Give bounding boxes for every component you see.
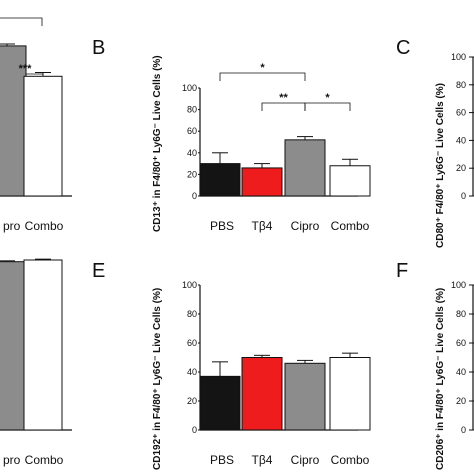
panel-letter-c: C (396, 37, 410, 59)
category-label-b-1: Tβ4 (252, 219, 273, 233)
ylabel-e: CD192⁺ in F4/80⁺ Ly6G⁻ Live Cells (%) (152, 288, 163, 470)
ytick-label-e-40: 40 (187, 367, 197, 377)
bar-b-pbs (199, 163, 241, 197)
panel-letter-f: F (396, 260, 408, 282)
significance-bracket-b-2 (304, 102, 351, 111)
ytick-label-b-40: 40 (187, 148, 197, 158)
ytick-label-c-partial-20: 20 (456, 163, 466, 173)
category-label-e-2: Cipro (291, 453, 320, 467)
ytick-label-b-20: 20 (187, 169, 197, 179)
panel-letter-b: B (92, 37, 105, 59)
ylabel-c: CD80⁺ F4/80⁺ Ly6G⁻ Live Cells (%) (435, 83, 446, 248)
bar-b-combo (329, 165, 371, 197)
ytick-label-b-80: 80 (187, 105, 197, 115)
ytick-label-f-partial-20: 20 (456, 396, 466, 406)
ylabel-f: CD206⁺ in F4/80⁺ Ly6G⁻ Live Cells (%) (435, 288, 446, 470)
significance-label-a-partial-0: *** (19, 63, 33, 75)
bar-d-partial-cipro (0, 261, 27, 431)
bar-b-cipro (284, 139, 326, 197)
bar-e-t4 (241, 357, 283, 431)
ytick-label-e-0: 0 (192, 425, 197, 435)
significance-bracket-b-1 (261, 102, 306, 111)
bar-d-partial-combo (23, 259, 63, 431)
category-label-e-1: Tβ4 (252, 453, 273, 467)
bar-e-pbs (199, 375, 241, 431)
ytick-label-f-partial-40: 40 (456, 367, 466, 377)
ytick-label-e-80: 80 (187, 309, 197, 319)
bars-layer (0, 43, 371, 431)
panel-letter-e: E (92, 260, 105, 282)
ytick-label-c-partial-80: 80 (456, 80, 466, 90)
bar-a-partial-cipro (0, 45, 27, 197)
axes-layer (0, 17, 474, 431)
ytick-label-c-partial-100: 100 (451, 52, 466, 62)
ytick-label-b-100: 100 (182, 83, 197, 93)
category-label-b-2: Cipro (291, 219, 320, 233)
category-label-a-partial-1: Combo (25, 219, 64, 233)
ytick-label-c-partial-60: 60 (456, 108, 466, 118)
significance-label-b-1: ** (279, 92, 288, 104)
significance-label-b-2: * (325, 92, 330, 104)
ytick-label-e-60: 60 (187, 338, 197, 348)
bar-e-cipro (284, 362, 326, 431)
ytick-label-f-partial-100: 100 (451, 280, 466, 290)
significance-label-b-0: * (260, 62, 265, 74)
ylabel-b: CD13⁺ in F4/80⁺ Ly6G⁻ Live Cells (%) (152, 55, 163, 232)
text-layer: B C E F CD13⁺ in F4/80⁺ Ly6G⁻ Live Cells… (3, 37, 466, 470)
category-label-d-partial-1: Combo (25, 453, 64, 467)
ytick-label-e-20: 20 (187, 396, 197, 406)
category-label-b-3: Combo (331, 219, 370, 233)
ytick-label-b-0: 0 (192, 191, 197, 201)
ytick-label-f-partial-80: 80 (456, 309, 466, 319)
ytick-label-c-partial-40: 40 (456, 135, 466, 145)
significance-bracket-a-top (0, 17, 43, 26)
significance-bracket-b-0 (219, 72, 306, 81)
bar-b-t4 (241, 167, 283, 197)
ytick-label-c-partial-0: 0 (461, 191, 466, 201)
ytick-label-e-100: 100 (182, 280, 197, 290)
ytick-label-f-partial-60: 60 (456, 338, 466, 348)
bar-a-partial-combo (23, 75, 63, 197)
bar-e-combo (329, 357, 371, 431)
ytick-label-b-60: 60 (187, 126, 197, 136)
category-label-d-partial-0: pro (3, 453, 21, 467)
category-label-e-3: Combo (331, 453, 370, 467)
category-label-a-partial-0: pro (3, 219, 21, 233)
ytick-label-f-partial-0: 0 (461, 425, 466, 435)
category-label-e-0: PBS (210, 453, 234, 467)
category-label-b-0: PBS (210, 219, 234, 233)
